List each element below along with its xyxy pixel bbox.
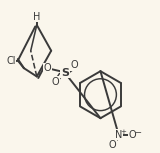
Text: O: O xyxy=(109,140,116,150)
Text: S: S xyxy=(61,68,69,78)
Text: O: O xyxy=(71,60,79,70)
Text: −: − xyxy=(134,129,141,138)
Text: N: N xyxy=(115,130,122,140)
Text: O: O xyxy=(44,63,51,73)
Text: O: O xyxy=(128,130,136,140)
Text: O: O xyxy=(52,77,60,87)
Text: Cl: Cl xyxy=(6,56,16,66)
Text: +: + xyxy=(120,129,126,135)
Text: H: H xyxy=(33,12,40,22)
